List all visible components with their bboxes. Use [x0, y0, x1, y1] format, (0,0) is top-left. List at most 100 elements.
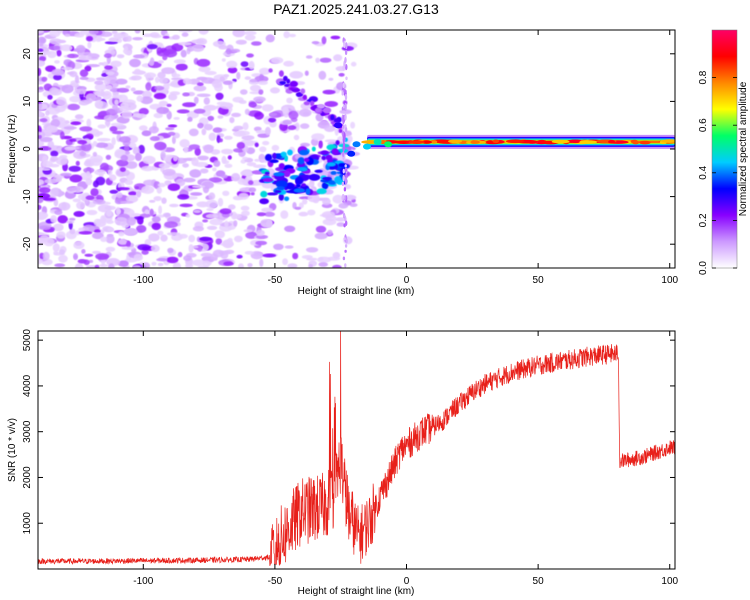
noise-blob	[82, 224, 95, 233]
cluster-blob	[276, 186, 285, 191]
noise-blob	[315, 57, 320, 63]
y-tick-label: -20	[22, 237, 33, 252]
signal-hotspot	[470, 140, 480, 144]
noise-blob	[140, 96, 153, 105]
noise-blob	[180, 49, 187, 58]
noise-blob	[106, 209, 112, 217]
noise-blob	[219, 76, 225, 83]
noise-blob	[222, 80, 233, 86]
noise-blob	[305, 55, 313, 59]
noise-blob	[261, 181, 275, 189]
cluster-blob	[316, 188, 327, 195]
noise-blob	[93, 133, 100, 137]
noise-blob	[38, 131, 43, 136]
cluster-blob	[269, 159, 279, 164]
noise-blob	[74, 75, 80, 84]
stripe-blob	[344, 249, 347, 253]
noise-blob	[68, 165, 82, 172]
noise-blob	[108, 37, 119, 42]
noise-blob	[173, 116, 180, 120]
noise-blob	[202, 219, 209, 223]
noise-blob	[173, 155, 178, 162]
noise-blob	[144, 72, 157, 79]
noise-blob	[284, 225, 296, 232]
noise-blob	[306, 183, 313, 187]
noise-blob	[87, 41, 92, 49]
noise-blob	[262, 140, 270, 146]
signal-hotspot	[448, 139, 462, 144]
noise-blob	[259, 258, 264, 267]
signal-hotspot	[421, 140, 432, 144]
noise-blob	[133, 253, 143, 262]
noise-blob	[238, 263, 244, 268]
noise-blob	[192, 185, 206, 189]
noise-blob	[203, 123, 213, 131]
noise-blob	[75, 230, 81, 236]
noise-blob	[287, 125, 297, 131]
noise-blob	[284, 245, 294, 249]
stripe-blob	[345, 42, 348, 50]
noise-blob	[178, 233, 188, 239]
noise-blob	[116, 159, 129, 167]
noise-blob	[54, 60, 60, 64]
noise-blob	[137, 244, 151, 251]
noise-blob	[190, 192, 203, 196]
noise-blob	[134, 30, 141, 34]
noise-blob	[57, 189, 62, 198]
noise-blob	[126, 217, 137, 226]
noise-blob	[248, 60, 255, 70]
noise-blob	[111, 94, 123, 99]
noise-blob	[206, 225, 218, 230]
noise-blob	[215, 238, 223, 245]
noise-blob	[269, 112, 278, 116]
signal-hotspot	[639, 140, 651, 145]
noise-blob	[145, 82, 152, 91]
noise-blob	[100, 89, 105, 96]
noise-blob	[110, 60, 122, 67]
noise-blob	[44, 147, 52, 151]
cluster-blob	[293, 188, 306, 193]
noise-blob	[118, 136, 131, 143]
noise-blob	[83, 51, 92, 56]
noise-blob	[319, 57, 332, 63]
noise-blob	[56, 231, 66, 239]
noise-blob	[264, 211, 275, 217]
stripe-blob	[343, 40, 346, 49]
noise-blob	[198, 66, 211, 73]
cluster-blob	[311, 146, 316, 152]
noise-blob	[261, 104, 274, 112]
noise-blob	[312, 196, 320, 204]
spectrogram-xlabel: Height of straight line (km)	[298, 286, 415, 297]
noise-blob	[232, 213, 242, 219]
stripe-blob	[342, 256, 346, 261]
noise-blob	[109, 126, 118, 132]
noise-blob	[107, 169, 113, 176]
noise-blob	[228, 204, 236, 210]
noise-blob	[333, 54, 343, 62]
stripe-blob	[343, 214, 346, 218]
noise-blob	[261, 207, 273, 213]
signal-onset-blob	[384, 141, 393, 148]
noise-blob	[162, 212, 171, 218]
noise-blob	[108, 263, 115, 268]
noise-blob	[217, 197, 224, 207]
noise-blob	[105, 71, 116, 76]
noise-blob	[256, 229, 265, 237]
noise-blob	[54, 209, 63, 215]
snr-series-line	[38, 331, 675, 566]
noise-blob	[66, 220, 75, 224]
cluster-blob	[283, 170, 291, 177]
noise-blob	[193, 96, 199, 105]
noise-blob	[183, 177, 196, 183]
noise-blob	[54, 263, 66, 268]
signal-onset-blob	[363, 143, 371, 150]
noise-blob	[78, 99, 90, 106]
noise-blob	[307, 209, 316, 216]
cluster-blob	[314, 169, 323, 173]
noise-blob	[231, 48, 241, 53]
stripe-blob	[345, 64, 348, 71]
noise-blob	[38, 36, 47, 45]
noise-blob	[167, 124, 178, 128]
noise-blob	[153, 92, 167, 100]
signal-hotspot	[505, 139, 525, 144]
